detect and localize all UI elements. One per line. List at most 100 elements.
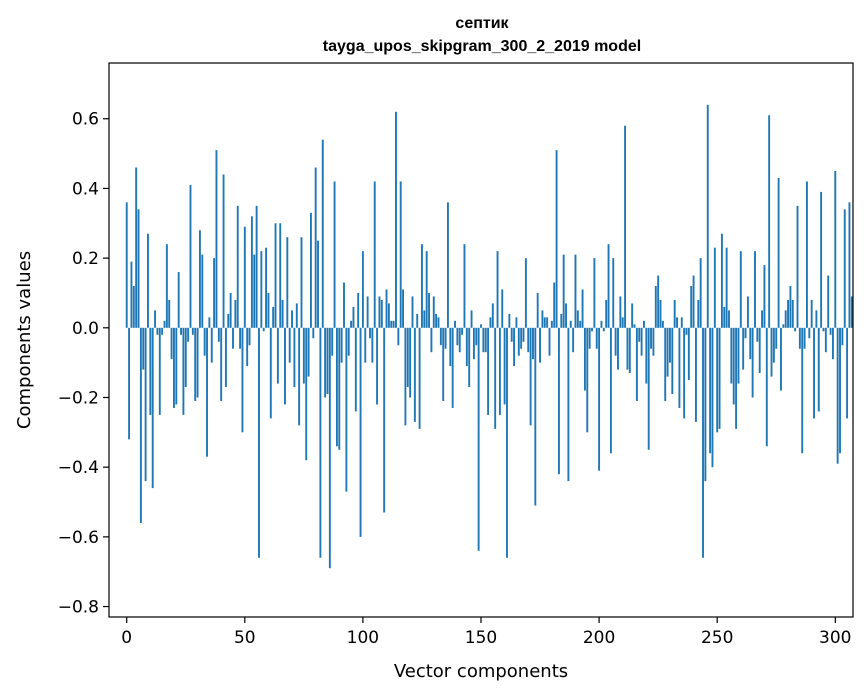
bar-95: [350, 320, 353, 328]
bar-304: [843, 209, 846, 328]
bar-63: [274, 223, 277, 328]
bar-52: [248, 327, 251, 346]
bar-173: [534, 327, 537, 506]
bar-134: [442, 327, 445, 401]
bar-158: [498, 327, 501, 415]
bar-9: [147, 233, 149, 328]
y-tick-label: −0.6: [58, 528, 99, 548]
y-tick-label: −0.4: [58, 458, 99, 478]
bar-85: [326, 327, 329, 395]
bar-264: [749, 327, 752, 360]
bar-5: [137, 209, 140, 328]
bar-188: [569, 320, 572, 328]
bar-79: [312, 327, 315, 339]
bar-94: [347, 327, 350, 356]
bar-116: [399, 181, 402, 328]
x-tick-label: 300: [819, 628, 851, 648]
bar-49: [241, 327, 244, 433]
bar-32: [201, 254, 204, 328]
bar-154: [489, 317, 492, 328]
bar-267: [756, 327, 759, 342]
bar-225: [657, 275, 660, 328]
bar-131: [435, 313, 438, 328]
bar-171: [529, 327, 532, 426]
bar-162: [508, 313, 511, 328]
bar-223: [652, 327, 655, 356]
bar-215: [633, 324, 636, 328]
bar-59: [265, 247, 268, 328]
bar-103: [369, 327, 371, 339]
bar-0: [125, 202, 128, 328]
bar-98: [357, 292, 360, 328]
bar-222: [650, 327, 652, 349]
bar-247: [709, 327, 712, 454]
bar-26: [187, 327, 190, 342]
bar-118: [404, 327, 407, 426]
bar-281: [789, 285, 792, 328]
bar-47: [236, 205, 239, 328]
bar-15: [161, 327, 164, 335]
bar-174: [536, 292, 539, 328]
bar-300: [834, 171, 837, 328]
bar-104: [371, 327, 374, 363]
bar-65: [279, 223, 282, 328]
bar-109: [383, 327, 386, 513]
bar-70: [291, 310, 293, 328]
bar-36: [210, 327, 213, 363]
bar-239: [690, 285, 693, 328]
bar-191: [576, 310, 579, 328]
bar-161: [506, 327, 508, 558]
bar-123: [416, 313, 419, 328]
bar-90: [338, 327, 341, 450]
bar-306: [848, 202, 851, 328]
bar-117: [402, 289, 404, 328]
bar-177: [543, 317, 546, 328]
bar-256: [730, 327, 733, 384]
bar-151: [482, 327, 485, 353]
bar-266: [754, 251, 756, 328]
bar-82: [319, 327, 322, 558]
bar-205: [609, 327, 612, 454]
bar-200: [598, 327, 601, 471]
bar-48: [239, 327, 242, 349]
bar-157: [496, 251, 499, 328]
bar-136: [446, 202, 449, 328]
bar-280: [787, 299, 789, 328]
bar-297: [827, 275, 830, 328]
bar-27: [189, 184, 192, 328]
bar-66: [281, 299, 284, 328]
x-tick-label: 150: [465, 628, 497, 648]
bar-262: [744, 327, 747, 339]
bar-196: [588, 327, 591, 349]
bar-254: [725, 247, 728, 328]
bar-293: [817, 327, 820, 412]
bar-20: [173, 327, 175, 408]
bar-12: [154, 310, 156, 328]
bar-146: [470, 310, 473, 328]
bar-92: [343, 282, 345, 328]
bar-269: [761, 310, 764, 328]
bar-81: [317, 240, 319, 328]
bar-46: [234, 299, 237, 328]
x-tick-label: 0: [121, 628, 132, 648]
bar-138: [451, 327, 454, 408]
bar-78: [310, 212, 312, 328]
bar-277: [780, 327, 782, 391]
bar-114: [395, 111, 397, 328]
bar-141: [458, 327, 461, 353]
bar-133: [439, 327, 442, 346]
bar-87: [331, 327, 334, 356]
bar-18: [168, 299, 171, 328]
bar-83: [321, 139, 324, 328]
bar-14: [158, 327, 161, 415]
bar-299: [831, 327, 834, 360]
bar-283: [794, 327, 797, 332]
bar-252: [720, 233, 723, 328]
bar-113: [392, 320, 395, 328]
bar-229: [666, 327, 669, 377]
bar-233: [676, 317, 678, 328]
bar-23: [180, 327, 182, 335]
bar-16: [163, 320, 166, 328]
bar-97: [354, 327, 357, 412]
